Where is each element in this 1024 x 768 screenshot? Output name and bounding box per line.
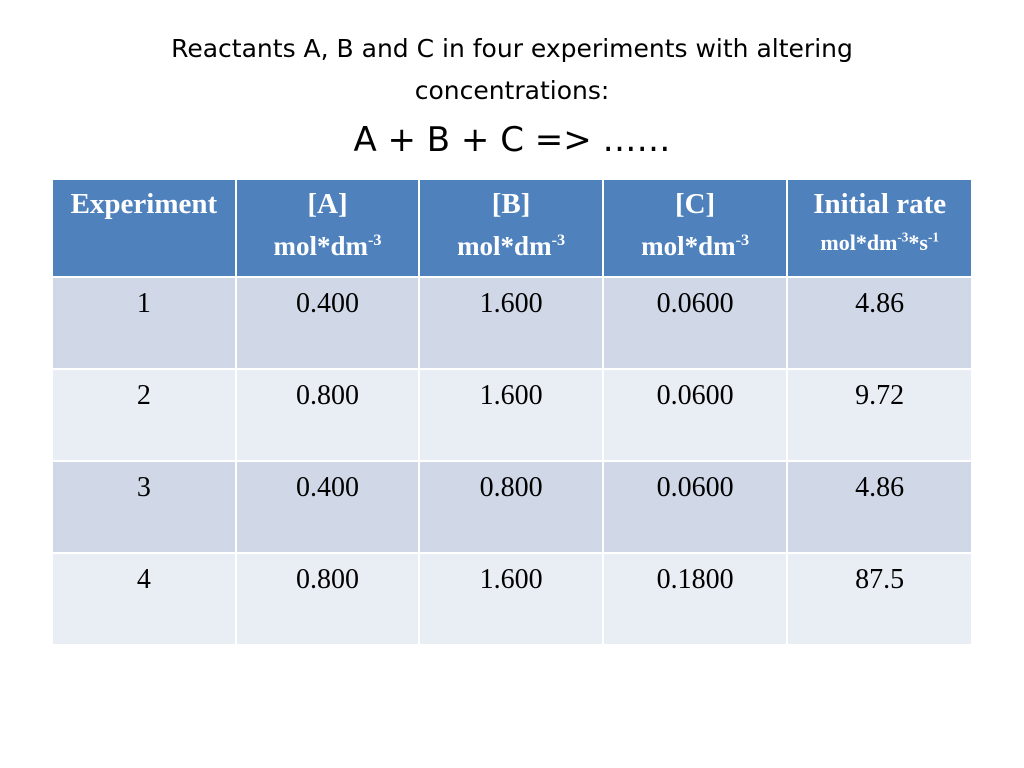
cell-conc-a: 0.400 [234,460,421,554]
table-header-row: Experiment [A] mol*dm-3 [B] mol*dm-3 [C]… [51,178,973,278]
header-label: [C] [674,188,716,220]
cell-conc-c: 0.1800 [601,552,789,646]
cell-conc-a: 0.400 [234,276,421,370]
header-unit: mol*dm-3 [457,231,566,261]
header-conc-a: [A] mol*dm-3 [234,178,421,278]
cell-conc-b: 1.600 [418,276,604,370]
header-label: [B] [491,188,531,220]
cell-experiment: 3 [51,460,237,554]
title-line-2: concentrations: [414,76,610,105]
header-label: Experiment [70,188,218,220]
cell-experiment: 1 [51,276,237,370]
cell-initial-rate: 4.86 [786,276,973,370]
cell-initial-rate: 9.72 [786,368,973,462]
cell-conc-b: 1.600 [418,368,604,462]
cell-conc-c: 0.0600 [601,460,789,554]
cell-conc-b: 0.800 [418,460,604,554]
header-label: Initial rate [813,188,947,220]
header-unit: mol*dm-3 [273,231,382,261]
cell-initial-rate: 4.86 [786,460,973,554]
header-conc-c: [C] mol*dm-3 [601,178,789,278]
reaction-equation: A + B + C => …… [353,120,671,160]
experiment-table: Experiment [A] mol*dm-3 [B] mol*dm-3 [C]… [51,178,973,646]
table-row: 2 0.800 1.600 0.0600 9.72 [51,368,973,462]
header-conc-b: [B] mol*dm-3 [418,178,604,278]
cell-conc-b: 1.600 [418,552,604,646]
header-label: [A] [307,188,348,220]
table-row: 1 0.400 1.600 0.0600 4.86 [51,276,973,370]
cell-conc-a: 0.800 [234,368,421,462]
cell-conc-c: 0.0600 [601,276,789,370]
header-experiment: Experiment [51,178,237,278]
title-line-1: Reactants A, B and C in four experiments… [171,34,853,63]
cell-initial-rate: 87.5 [786,552,973,646]
header-unit: mol*dm-3*s-1 [820,229,939,255]
cell-conc-c: 0.0600 [601,368,789,462]
slide-title: Reactants A, B and C in four experiments… [60,28,964,164]
cell-experiment: 4 [51,552,237,646]
table-row: 3 0.400 0.800 0.0600 4.86 [51,460,973,554]
header-initial-rate: Initial rate mol*dm-3*s-1 [786,178,973,278]
cell-experiment: 2 [51,368,237,462]
cell-conc-a: 0.800 [234,552,421,646]
header-unit: mol*dm-3 [641,231,750,261]
table-row: 4 0.800 1.600 0.1800 87.5 [51,552,973,646]
